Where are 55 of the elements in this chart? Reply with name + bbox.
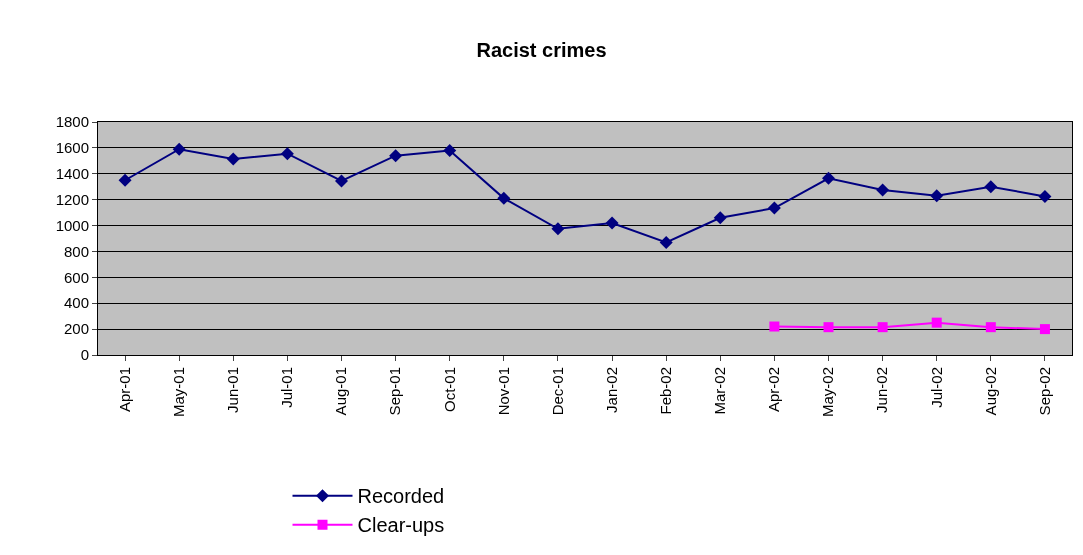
point xyxy=(1038,189,1052,203)
y-tick-label: 1400 xyxy=(55,165,89,183)
x-tick-label: Feb-02 xyxy=(657,367,675,415)
point xyxy=(822,171,835,185)
x-tick-label: Oct-01 xyxy=(440,367,458,413)
point xyxy=(767,201,781,215)
x-tick-label: Mar-02 xyxy=(711,367,729,415)
point xyxy=(985,322,996,333)
x-tick-label: Jun-01 xyxy=(224,367,242,413)
point xyxy=(497,191,511,205)
point xyxy=(930,189,944,203)
y-tick-label: 400 xyxy=(63,294,89,312)
y-tick-label: 1000 xyxy=(55,216,89,234)
y-tick-label: 0 xyxy=(80,346,89,364)
x-tick-label: Apr-01 xyxy=(115,367,133,413)
y-tick-label: 1200 xyxy=(55,190,89,208)
point xyxy=(769,321,780,332)
point xyxy=(713,211,727,225)
point xyxy=(659,235,673,249)
point xyxy=(877,322,888,333)
x-tick-label: Aug-01 xyxy=(332,367,350,416)
x-tick-label: May-02 xyxy=(819,367,837,418)
y-tick-label: 200 xyxy=(63,320,89,338)
point xyxy=(1039,324,1050,335)
x-tick-label: Dec-01 xyxy=(548,367,566,416)
point xyxy=(118,173,132,187)
y-tick-label: 1600 xyxy=(55,139,89,157)
x-tick-label: Jul-01 xyxy=(278,367,296,408)
x-tick-label: Sep-02 xyxy=(1035,367,1053,416)
point xyxy=(443,143,457,157)
y-tick-label: 1800 xyxy=(55,113,89,131)
point xyxy=(605,216,619,230)
y-tick-label: 600 xyxy=(63,268,89,286)
legend-label: Clear-ups xyxy=(357,514,445,537)
x-tick-label: Sep-01 xyxy=(386,367,404,416)
point xyxy=(389,149,403,163)
chart-title: Racist crimes xyxy=(476,38,607,61)
point xyxy=(984,180,998,194)
x-tick-label: Nov-01 xyxy=(494,367,512,416)
x-tick-label: May-01 xyxy=(170,367,188,418)
point xyxy=(226,152,240,166)
point xyxy=(335,174,348,188)
point xyxy=(551,222,565,236)
point xyxy=(931,317,942,328)
point xyxy=(280,147,294,161)
legend-label: Recorded xyxy=(357,485,445,508)
x-tick-label: Apr-02 xyxy=(765,367,783,413)
point xyxy=(876,183,890,197)
x-tick-label: Aug-02 xyxy=(981,367,999,416)
point xyxy=(172,142,186,156)
x-tick-label: Jun-02 xyxy=(873,367,891,413)
point xyxy=(823,322,834,333)
y-tick-label: 800 xyxy=(63,242,89,260)
x-tick-label: Jul-02 xyxy=(927,367,945,408)
x-tick-label: Jan-02 xyxy=(602,367,620,413)
